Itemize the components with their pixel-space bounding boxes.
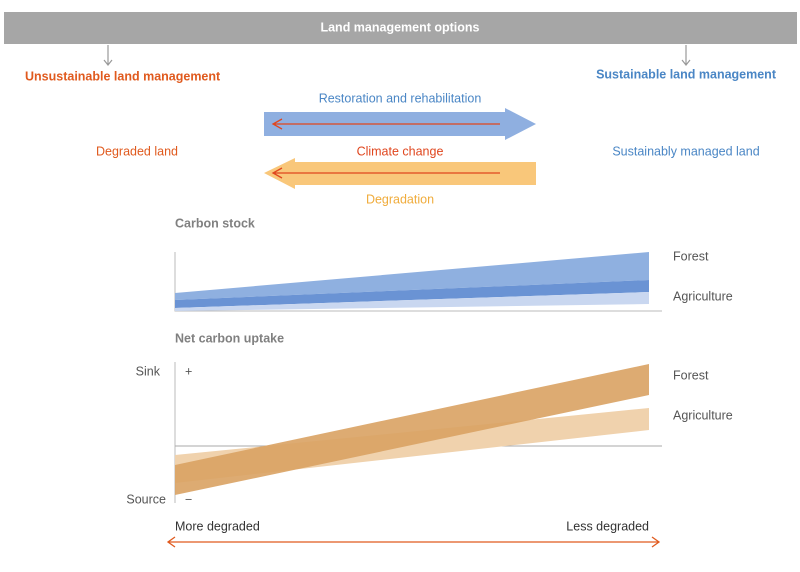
- down-arrows: [103, 45, 691, 66]
- red-arrow: [271, 118, 500, 130]
- header-bar: [4, 12, 797, 44]
- degradation-axis-arrow: [166, 536, 661, 548]
- managed-land: Sustainably managed land: [612, 144, 759, 158]
- plus-label: +: [185, 364, 192, 378]
- overlap-band: [175, 280, 649, 308]
- forest-band: [175, 252, 649, 300]
- net-uptake-title: Net carbon uptake: [175, 331, 284, 345]
- red-arrow: [271, 167, 500, 179]
- source-label: Source: [126, 492, 166, 506]
- sink-label: Sink: [136, 364, 161, 378]
- forest-band: [175, 364, 649, 495]
- header-title: Land management options: [320, 20, 479, 34]
- right-label: Sustainable land management: [596, 67, 777, 81]
- agriculture-band: [175, 292, 649, 311]
- agriculture-label: Agriculture: [673, 408, 733, 422]
- less-degraded: Less degraded: [566, 519, 649, 533]
- forest-label: Forest: [673, 368, 709, 382]
- agriculture-label: Agriculture: [673, 289, 733, 303]
- degraded-land: Degraded land: [96, 144, 178, 158]
- minus-label: −: [185, 492, 192, 506]
- restoration-label: Restoration and rehabilitation: [319, 91, 482, 105]
- left-label: Unsustainable land management: [25, 69, 221, 83]
- degradation-label: Degradation: [366, 192, 434, 206]
- more-degraded: More degraded: [175, 519, 260, 533]
- forest-label: Forest: [673, 249, 709, 263]
- carbon-stock-title: Carbon stock: [175, 216, 255, 230]
- climate-label: Climate change: [357, 144, 444, 158]
